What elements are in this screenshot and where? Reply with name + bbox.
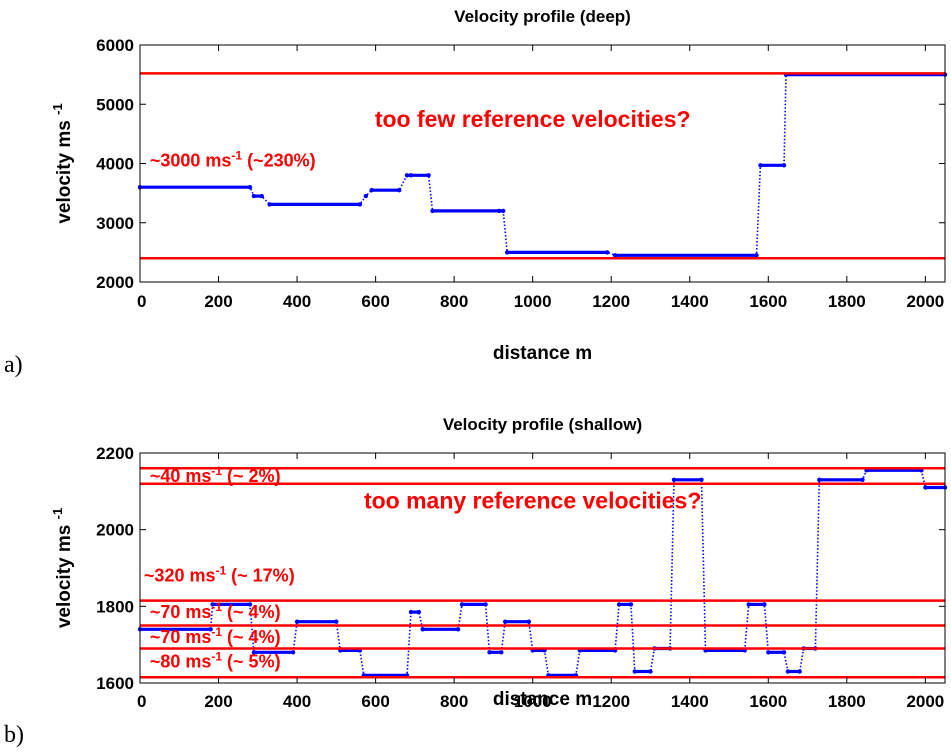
y-tick-label: 2200 — [96, 444, 134, 463]
x-tick-label: 200 — [204, 292, 232, 311]
y-tick-label: 1600 — [96, 674, 134, 693]
panel-a-deep: Velocity profile (deep) 0 200 400 600 800 1000… — [50, 7, 948, 364]
y-tick-label: 2000 — [96, 521, 134, 540]
x-tick-label: 1800 — [828, 692, 866, 711]
x-axis-label: distance m — [493, 689, 592, 710]
y-tick-label: 4000 — [96, 155, 134, 174]
x-tick-label: 1000 — [514, 692, 552, 711]
y-axis-label: velocity ms -1 — [50, 103, 75, 223]
x-tick-label: 600 — [361, 692, 389, 711]
panel-label-b: b) — [4, 722, 24, 748]
x-axis-label: distance m — [493, 343, 592, 364]
panel-label-a: a) — [4, 352, 23, 378]
plot-frame — [139, 452, 946, 684]
chart-title: Velocity profile (deep) — [454, 7, 631, 26]
panel-b-shallow: Velocity profile (shallow) 0 200 400 600 800 1… — [50, 415, 948, 711]
x-tick-label: 1200 — [592, 692, 630, 711]
annotation-label: ~70 ms-1 (~ 4%) — [150, 600, 281, 622]
y-axis-label: velocity ms -1 — [50, 508, 75, 628]
x-tick-label: 800 — [440, 692, 468, 711]
annotation-label: ~320 ms-1 (~ 17%) — [144, 563, 295, 585]
x-tick-label: 600 — [361, 292, 389, 311]
x-tick-label: 1600 — [749, 692, 787, 711]
y-tick-label: 1800 — [96, 597, 134, 616]
y-tick-label: 3000 — [96, 214, 134, 233]
x-tick-label: 1200 — [592, 292, 630, 311]
x-tick-label: 2000 — [906, 692, 944, 711]
x-tick-label: 0 — [137, 692, 146, 711]
annotation-title: too few reference velocities? — [375, 106, 691, 132]
y-tick-label: 2000 — [96, 273, 134, 292]
x-tick-label: 400 — [283, 292, 311, 311]
x-tick-label: 1400 — [671, 692, 709, 711]
x-tick-label: 0 — [137, 292, 146, 311]
annotation-title: too many reference velocities? — [364, 488, 701, 514]
x-tick-label: 1600 — [749, 292, 787, 311]
annotation-label: ~80 ms-1 (~ 5%) — [150, 650, 281, 672]
annotation-label: ~3000 ms-1 (~230%) — [150, 148, 316, 170]
x-tick-label: 800 — [440, 292, 468, 311]
y-tick-label: 5000 — [96, 95, 134, 114]
annotation-label: ~40 ms-1 (~ 2%) — [150, 464, 281, 486]
x-tick-label: 1800 — [828, 292, 866, 311]
data-point — [363, 193, 368, 199]
x-tick-label: 400 — [283, 692, 311, 711]
x-tick-label: 1000 — [514, 292, 552, 311]
x-tick-label: 1400 — [671, 292, 709, 311]
x-tick-label: 2000 — [906, 292, 944, 311]
chart-title: Velocity profile (shallow) — [443, 415, 642, 434]
annotation-label: ~70 ms-1 (~ 4%) — [150, 625, 281, 647]
x-tick-label: 200 — [204, 692, 232, 711]
y-tick-label: 6000 — [96, 36, 134, 55]
